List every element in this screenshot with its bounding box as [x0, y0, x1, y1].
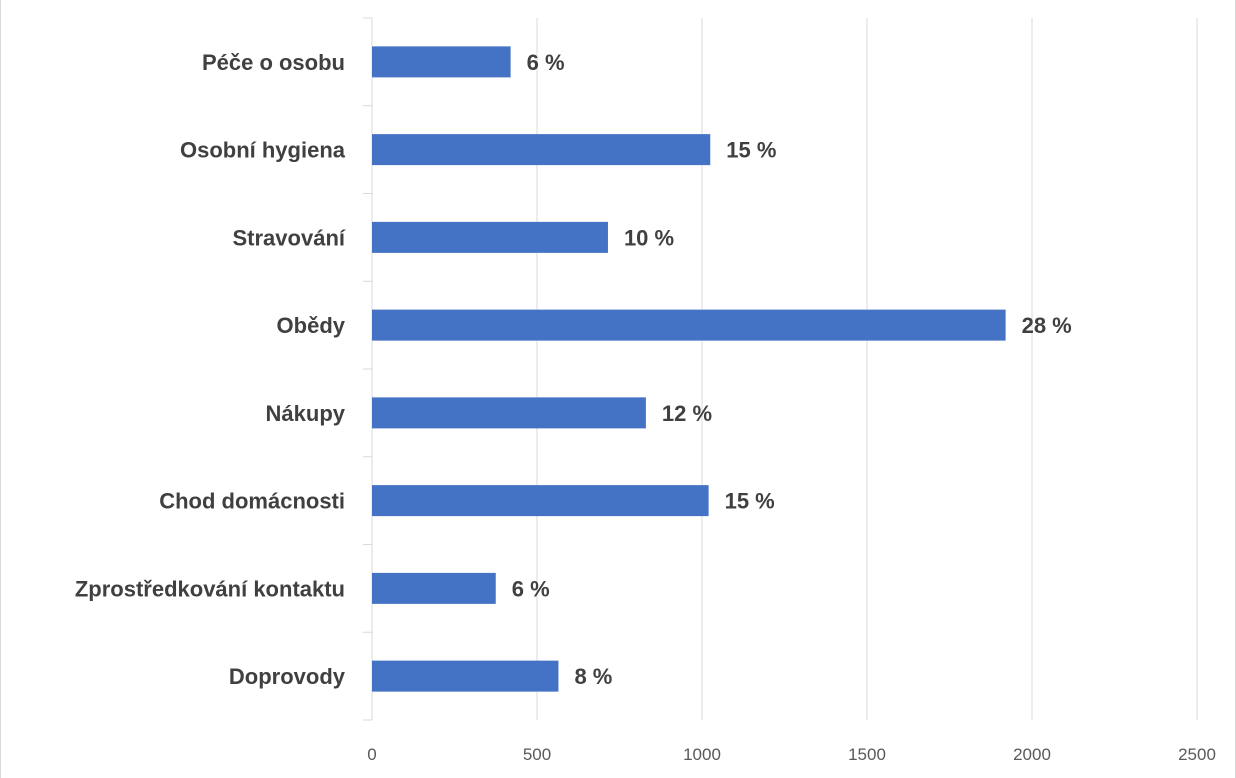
bar — [372, 309, 1006, 341]
bar — [372, 397, 646, 429]
x-tick-label: 1500 — [848, 745, 886, 764]
category-label: Chod domácnosti — [159, 489, 345, 514]
category-label: Nákupy — [266, 401, 346, 426]
data-label: 12 % — [662, 401, 712, 426]
bar — [372, 660, 559, 692]
bar — [372, 221, 608, 253]
bars — [372, 46, 1006, 692]
x-tick-label: 2000 — [1013, 745, 1051, 764]
category-label: Stravování — [233, 225, 346, 250]
bar — [372, 134, 711, 166]
data-label: 10 % — [624, 225, 674, 250]
category-label: Péče o osobu — [202, 50, 345, 75]
category-label: Zprostředkování kontaktu — [75, 576, 345, 601]
data-label: 8 % — [574, 664, 612, 689]
x-tick-label: 1000 — [683, 745, 721, 764]
gridlines — [536, 18, 1198, 720]
data-label: 15 % — [725, 489, 775, 514]
data-label: 6 % — [512, 576, 550, 601]
data-label: 15 % — [726, 138, 776, 163]
x-tick-label: 2500 — [1178, 745, 1216, 764]
category-label: Osobní hygiena — [180, 138, 346, 163]
x-tick-label: 0 — [367, 745, 376, 764]
category-axis — [363, 17, 373, 721]
labels: 0 500 1000 1500 2000 2500 Péče o osobu 6 % Osobn… — [75, 50, 1216, 764]
bar — [372, 485, 709, 517]
category-label: Doprovody — [229, 664, 346, 689]
x-tick-label: 500 — [523, 745, 551, 764]
category-label: Obědy — [277, 313, 346, 338]
data-label: 6 % — [527, 50, 565, 75]
bar — [372, 572, 496, 604]
data-label: 28 % — [1022, 313, 1072, 338]
bar — [372, 46, 511, 78]
